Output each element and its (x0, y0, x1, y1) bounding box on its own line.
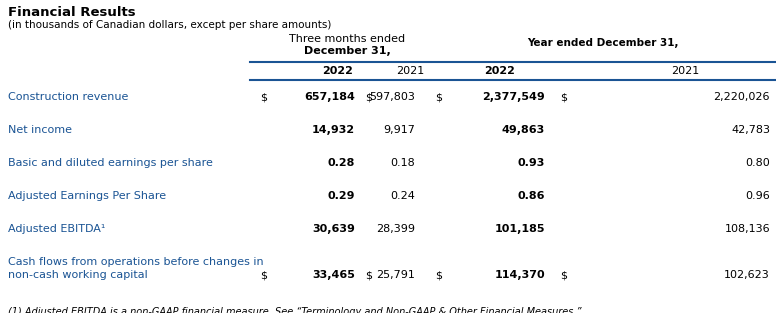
Text: 0.29: 0.29 (327, 191, 355, 201)
Text: (in thousands of Canadian dollars, except per share amounts): (in thousands of Canadian dollars, excep… (8, 20, 331, 30)
Text: Net income: Net income (8, 125, 72, 135)
Text: 25,791: 25,791 (376, 270, 415, 280)
Text: 657,184: 657,184 (304, 92, 355, 102)
Text: Construction revenue: Construction revenue (8, 92, 128, 102)
Text: 102,623: 102,623 (724, 270, 770, 280)
Text: 9,917: 9,917 (383, 125, 415, 135)
Text: $: $ (435, 270, 442, 280)
Text: 30,639: 30,639 (312, 224, 355, 234)
Text: 33,465: 33,465 (312, 270, 355, 280)
Text: 2022: 2022 (484, 66, 515, 76)
Text: 0.18: 0.18 (390, 158, 415, 168)
Text: Adjusted EBITDA¹: Adjusted EBITDA¹ (8, 224, 106, 234)
Text: 0.80: 0.80 (745, 158, 770, 168)
Text: 14,932: 14,932 (312, 125, 355, 135)
Text: $: $ (435, 92, 442, 102)
Text: December 31,: December 31, (304, 46, 391, 56)
Text: 0.24: 0.24 (390, 191, 415, 201)
Text: 2021: 2021 (671, 66, 699, 76)
Text: 0.93: 0.93 (518, 158, 545, 168)
Text: non-cash working capital: non-cash working capital (8, 270, 147, 280)
Text: $: $ (260, 92, 267, 102)
Text: 0.86: 0.86 (518, 191, 545, 201)
Text: Year ended December 31,: Year ended December 31, (527, 38, 678, 48)
Text: Cash flows from operations before changes in: Cash flows from operations before change… (8, 257, 264, 267)
Text: Three months ended: Three months ended (289, 34, 406, 44)
Text: 2022: 2022 (322, 66, 353, 76)
Text: 597,803: 597,803 (369, 92, 415, 102)
Text: $: $ (560, 270, 567, 280)
Text: 0.96: 0.96 (745, 191, 770, 201)
Text: 2,377,549: 2,377,549 (482, 92, 545, 102)
Text: 108,136: 108,136 (724, 224, 770, 234)
Text: (1) Adjusted EBITDA is a non-GAAP financial measure. See “Terminology and Non-GA: (1) Adjusted EBITDA is a non-GAAP financ… (8, 307, 581, 313)
Text: $: $ (365, 92, 372, 102)
Text: 2021: 2021 (396, 66, 424, 76)
Text: Adjusted Earnings Per Share: Adjusted Earnings Per Share (8, 191, 166, 201)
Text: Basic and diluted earnings per share: Basic and diluted earnings per share (8, 158, 213, 168)
Text: Financial Results: Financial Results (8, 6, 136, 19)
Text: 49,863: 49,863 (502, 125, 545, 135)
Text: 101,185: 101,185 (494, 224, 545, 234)
Text: $: $ (560, 92, 567, 102)
Text: 114,370: 114,370 (494, 270, 545, 280)
Text: $: $ (365, 270, 372, 280)
Text: 28,399: 28,399 (376, 224, 415, 234)
Text: 2,220,026: 2,220,026 (713, 92, 770, 102)
Text: 42,783: 42,783 (731, 125, 770, 135)
Text: 0.28: 0.28 (327, 158, 355, 168)
Text: $: $ (260, 270, 267, 280)
